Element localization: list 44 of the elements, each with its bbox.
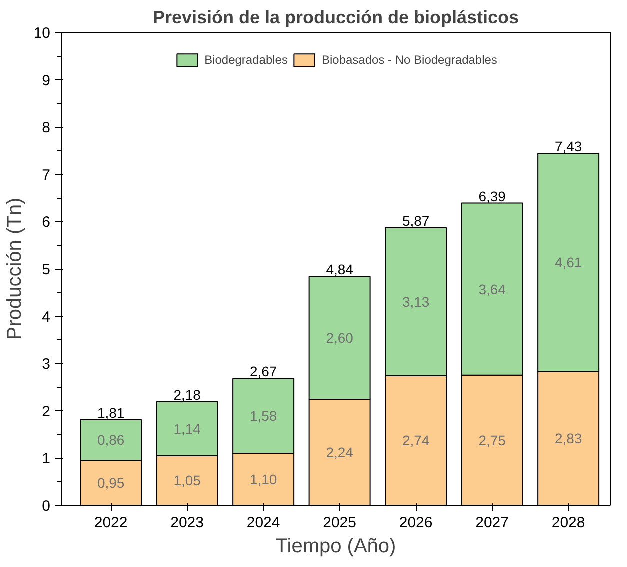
y-tick-label: 6 (42, 214, 50, 232)
data-label: 3,13 (402, 294, 430, 310)
data-label: 2,60 (326, 330, 354, 346)
legend-label: Biobasados - No Biodegradables (322, 53, 498, 67)
y-axis-title: Producción (Tn) (4, 198, 26, 340)
chart-title: Previsión de la producción de bioplásticos (152, 8, 520, 28)
y-tick-label: 8 (42, 120, 50, 137)
x-tick-label: 2027 (476, 514, 510, 532)
total-label: 5,87 (402, 212, 430, 229)
y-tick-label: 4 (42, 308, 50, 326)
y-tick-label: 3 (42, 356, 50, 374)
total-label: 7,43 (554, 138, 582, 155)
legend-label: Biodegradables (204, 53, 288, 67)
y-tick-label: 9 (42, 72, 50, 90)
data-label: 2,83 (554, 430, 582, 447)
data-label: 1,14 (174, 420, 202, 437)
total-label: 4,84 (326, 262, 354, 278)
x-tick-label: 2024 (246, 514, 280, 532)
x-axis-title: Tiempo (Año) (276, 536, 396, 558)
data-label: 3,64 (478, 281, 506, 298)
data-label: 0,86 (97, 432, 125, 448)
x-tick-label: 2026 (399, 514, 433, 532)
y-tick-label: 2 (42, 403, 50, 420)
y-tick-label: 5 (42, 262, 50, 278)
total-label: 1,81 (97, 404, 125, 421)
y-tick-label: 7 (42, 166, 50, 184)
x-tick-label: 2022 (94, 514, 128, 532)
data-label: 1,10 (250, 471, 278, 488)
data-label: 1,58 (250, 408, 278, 424)
data-label: 4,61 (554, 254, 582, 271)
total-label: 2,18 (174, 386, 202, 403)
y-tick-label: 10 (34, 25, 51, 42)
data-label: 2,75 (478, 432, 506, 448)
total-label: 2,67 (250, 364, 278, 380)
y-tick-label: 1 (42, 450, 50, 468)
data-label: 0,95 (97, 475, 125, 492)
y-tick-label: 0 (42, 498, 50, 515)
total-label: 6,39 (478, 188, 506, 204)
data-label: 2,24 (326, 444, 354, 461)
data-label: 1,05 (174, 472, 202, 489)
data-label: 2,74 (402, 432, 430, 449)
x-tick-label: 2023 (170, 514, 204, 532)
x-tick-label: 2028 (552, 514, 586, 532)
x-tick-label: 2025 (323, 514, 357, 532)
